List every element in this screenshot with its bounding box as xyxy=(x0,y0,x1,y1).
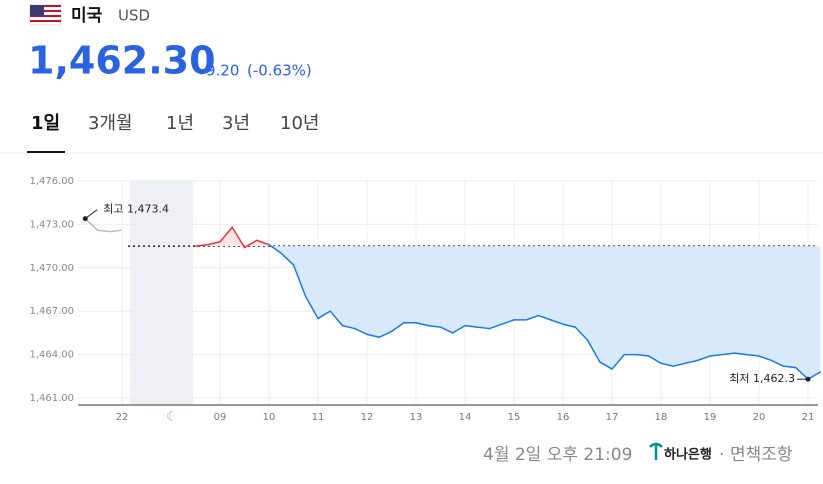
x-tick-label: 13 xyxy=(410,412,423,423)
change: 9.20 xyxy=(206,62,239,80)
x-tick-label: 09 xyxy=(214,412,227,423)
high-leader xyxy=(84,209,98,220)
x-tick-label: 19 xyxy=(704,412,717,423)
tab[interactable]: 3개월 xyxy=(88,113,133,134)
x-tick-label: 22 xyxy=(116,412,129,423)
x-tick-label: 17 xyxy=(606,412,619,423)
line-segment xyxy=(390,322,405,333)
line-segment xyxy=(684,359,699,365)
line-segment xyxy=(366,333,380,338)
bank[interactable]: 하나은행 xyxy=(664,447,712,463)
disclaimer[interactable]: 면책조항 xyxy=(730,445,793,465)
line-segment xyxy=(697,355,711,362)
x-tick-label: 10 xyxy=(263,412,276,423)
line-segment xyxy=(586,339,601,363)
plot: 1,461.00 1,464.00 1,467.00 1,470.00 1,473.00… xyxy=(29,176,821,423)
line-segment xyxy=(488,323,503,330)
line-segment xyxy=(415,322,429,327)
line-segment xyxy=(268,243,282,255)
tabs: 1일 3개월 1년 3년 10년 xyxy=(31,113,319,134)
line-segment xyxy=(574,326,589,341)
line-segment xyxy=(709,353,723,357)
line-segment xyxy=(782,365,797,369)
line-segment xyxy=(194,243,209,247)
area-up xyxy=(195,227,821,247)
line xyxy=(84,218,123,233)
high-label: 최고 1,473.4 xyxy=(103,203,169,216)
line-segment xyxy=(501,319,515,325)
separator: · xyxy=(719,445,724,465)
timestamp: 4월 2일 오후 21:09 xyxy=(483,445,632,465)
line-segment xyxy=(243,239,258,249)
line-segment xyxy=(562,323,576,328)
line-segment xyxy=(758,355,772,362)
line-segment xyxy=(550,319,564,325)
line-segment xyxy=(207,241,221,246)
line-segment xyxy=(378,330,393,338)
low-label: 최저 1,462.3 xyxy=(729,372,795,385)
area-down xyxy=(243,246,821,380)
x-tick-label: 18 xyxy=(655,412,668,423)
line-segment xyxy=(611,353,625,370)
rate: 1,462.30 xyxy=(28,39,216,83)
y-tick-label: 1,461.00 xyxy=(29,393,74,404)
y-tick-label: 1,470.00 xyxy=(29,263,74,274)
line-segment xyxy=(219,226,233,243)
x-tick-label: 16 xyxy=(557,412,570,423)
line-segment xyxy=(537,314,552,321)
line-segment xyxy=(427,324,442,328)
line-segment xyxy=(733,352,748,356)
bank-logo xyxy=(649,442,663,460)
line-segment xyxy=(256,239,270,246)
tab[interactable]: 1년 xyxy=(166,113,194,134)
line-segment xyxy=(795,366,809,380)
line-segment xyxy=(599,361,613,370)
y-tick-label: 1,473.00 xyxy=(29,219,74,230)
line-segment xyxy=(648,355,662,365)
line-segment xyxy=(305,295,319,320)
line-segment xyxy=(525,314,540,321)
line-segment xyxy=(292,264,307,298)
line-segment xyxy=(341,324,356,330)
line-segment xyxy=(317,310,331,320)
flag xyxy=(29,4,62,26)
line-segment xyxy=(770,359,785,367)
y-tick-label: 1,464.00 xyxy=(29,350,74,361)
tab[interactable]: 3년 xyxy=(222,113,250,134)
line-segment xyxy=(439,326,454,334)
night-band xyxy=(130,181,193,405)
tab[interactable]: 10년 xyxy=(280,113,319,134)
x-tick-label: 21 xyxy=(802,412,815,423)
country: 미국 xyxy=(71,6,103,26)
y-tick-label: 1,476.00 xyxy=(29,176,74,187)
change-pct: (-0.63%) xyxy=(247,62,312,80)
down-arrow xyxy=(197,69,205,75)
line-segment xyxy=(280,252,295,266)
x-tick-label: 12 xyxy=(361,412,374,423)
line-segment xyxy=(464,324,478,328)
line-segment xyxy=(635,353,650,357)
moon-icon: ☾ xyxy=(166,410,178,425)
line-segment xyxy=(721,352,736,356)
line-segment xyxy=(231,226,246,249)
line-segment xyxy=(329,310,344,327)
line-segment xyxy=(672,362,687,367)
line-segment xyxy=(476,326,491,330)
x-tick-label: 20 xyxy=(753,412,766,423)
line-segment xyxy=(354,327,368,336)
line-segment xyxy=(746,353,760,357)
x-tick-label: 11 xyxy=(312,412,325,423)
tab[interactable]: 1일 xyxy=(31,113,60,134)
y-tick-label: 1,467.00 xyxy=(29,306,74,317)
x-tick-label: 14 xyxy=(459,412,472,423)
x-tick-label: 15 xyxy=(508,412,521,423)
line-segment xyxy=(660,362,674,367)
line-segment xyxy=(452,324,466,334)
currency: USD xyxy=(118,7,150,25)
